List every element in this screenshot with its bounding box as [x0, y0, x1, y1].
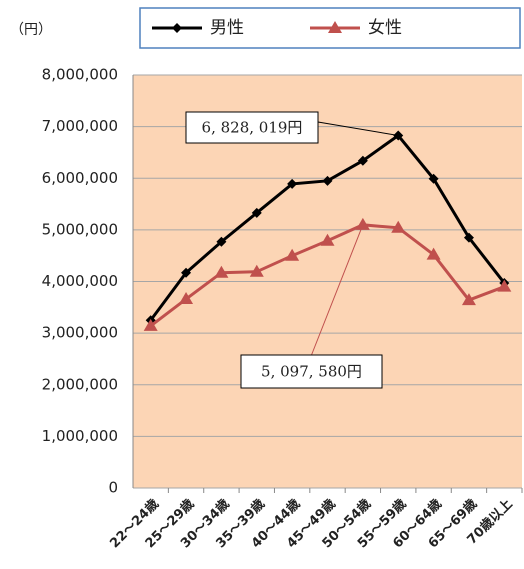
unit-label: （円）: [10, 22, 52, 38]
marker: [143, 318, 158, 331]
legend-label: 男性: [210, 18, 244, 38]
legend-label: 女性: [368, 18, 402, 38]
legend-box: [139, 7, 521, 49]
callout-line: [317, 121, 399, 136]
y-tick-label: 3,000,000: [42, 324, 118, 342]
annotation: 5, 097, 580円: [261, 363, 362, 381]
y-tick-label: 1,000,000: [42, 427, 118, 445]
marker: [320, 233, 335, 246]
y-tick-label: 5,000,000: [42, 220, 118, 238]
y-tick-label: 0: [108, 479, 118, 497]
marker: [285, 248, 300, 261]
marker: [322, 175, 333, 186]
marker: [428, 173, 439, 184]
y-tick-label: 8,000,000: [42, 66, 118, 84]
marker: [355, 217, 370, 230]
marker: [172, 23, 182, 33]
marker: [249, 264, 264, 277]
marker: [179, 292, 194, 305]
marker: [357, 155, 368, 166]
marker: [181, 267, 192, 278]
marker: [216, 236, 227, 247]
marker: [461, 293, 476, 306]
callout-line: [311, 224, 364, 356]
marker: [391, 220, 406, 233]
y-tick-label: 7,000,000: [42, 117, 118, 135]
callout-box: [185, 111, 319, 144]
marker: [463, 232, 474, 243]
marker: [287, 178, 298, 189]
annotation: 6, 828, 019円: [202, 119, 303, 137]
callout-box: [240, 354, 383, 389]
y-tick-label: 6,000,000: [42, 169, 118, 187]
marker: [328, 21, 342, 33]
marker: [251, 207, 262, 218]
marker: [426, 247, 441, 260]
y-tick-label: 2,000,000: [42, 375, 118, 393]
marker: [497, 279, 512, 292]
marker: [214, 265, 229, 278]
y-tick-label: 4,000,000: [42, 272, 118, 290]
